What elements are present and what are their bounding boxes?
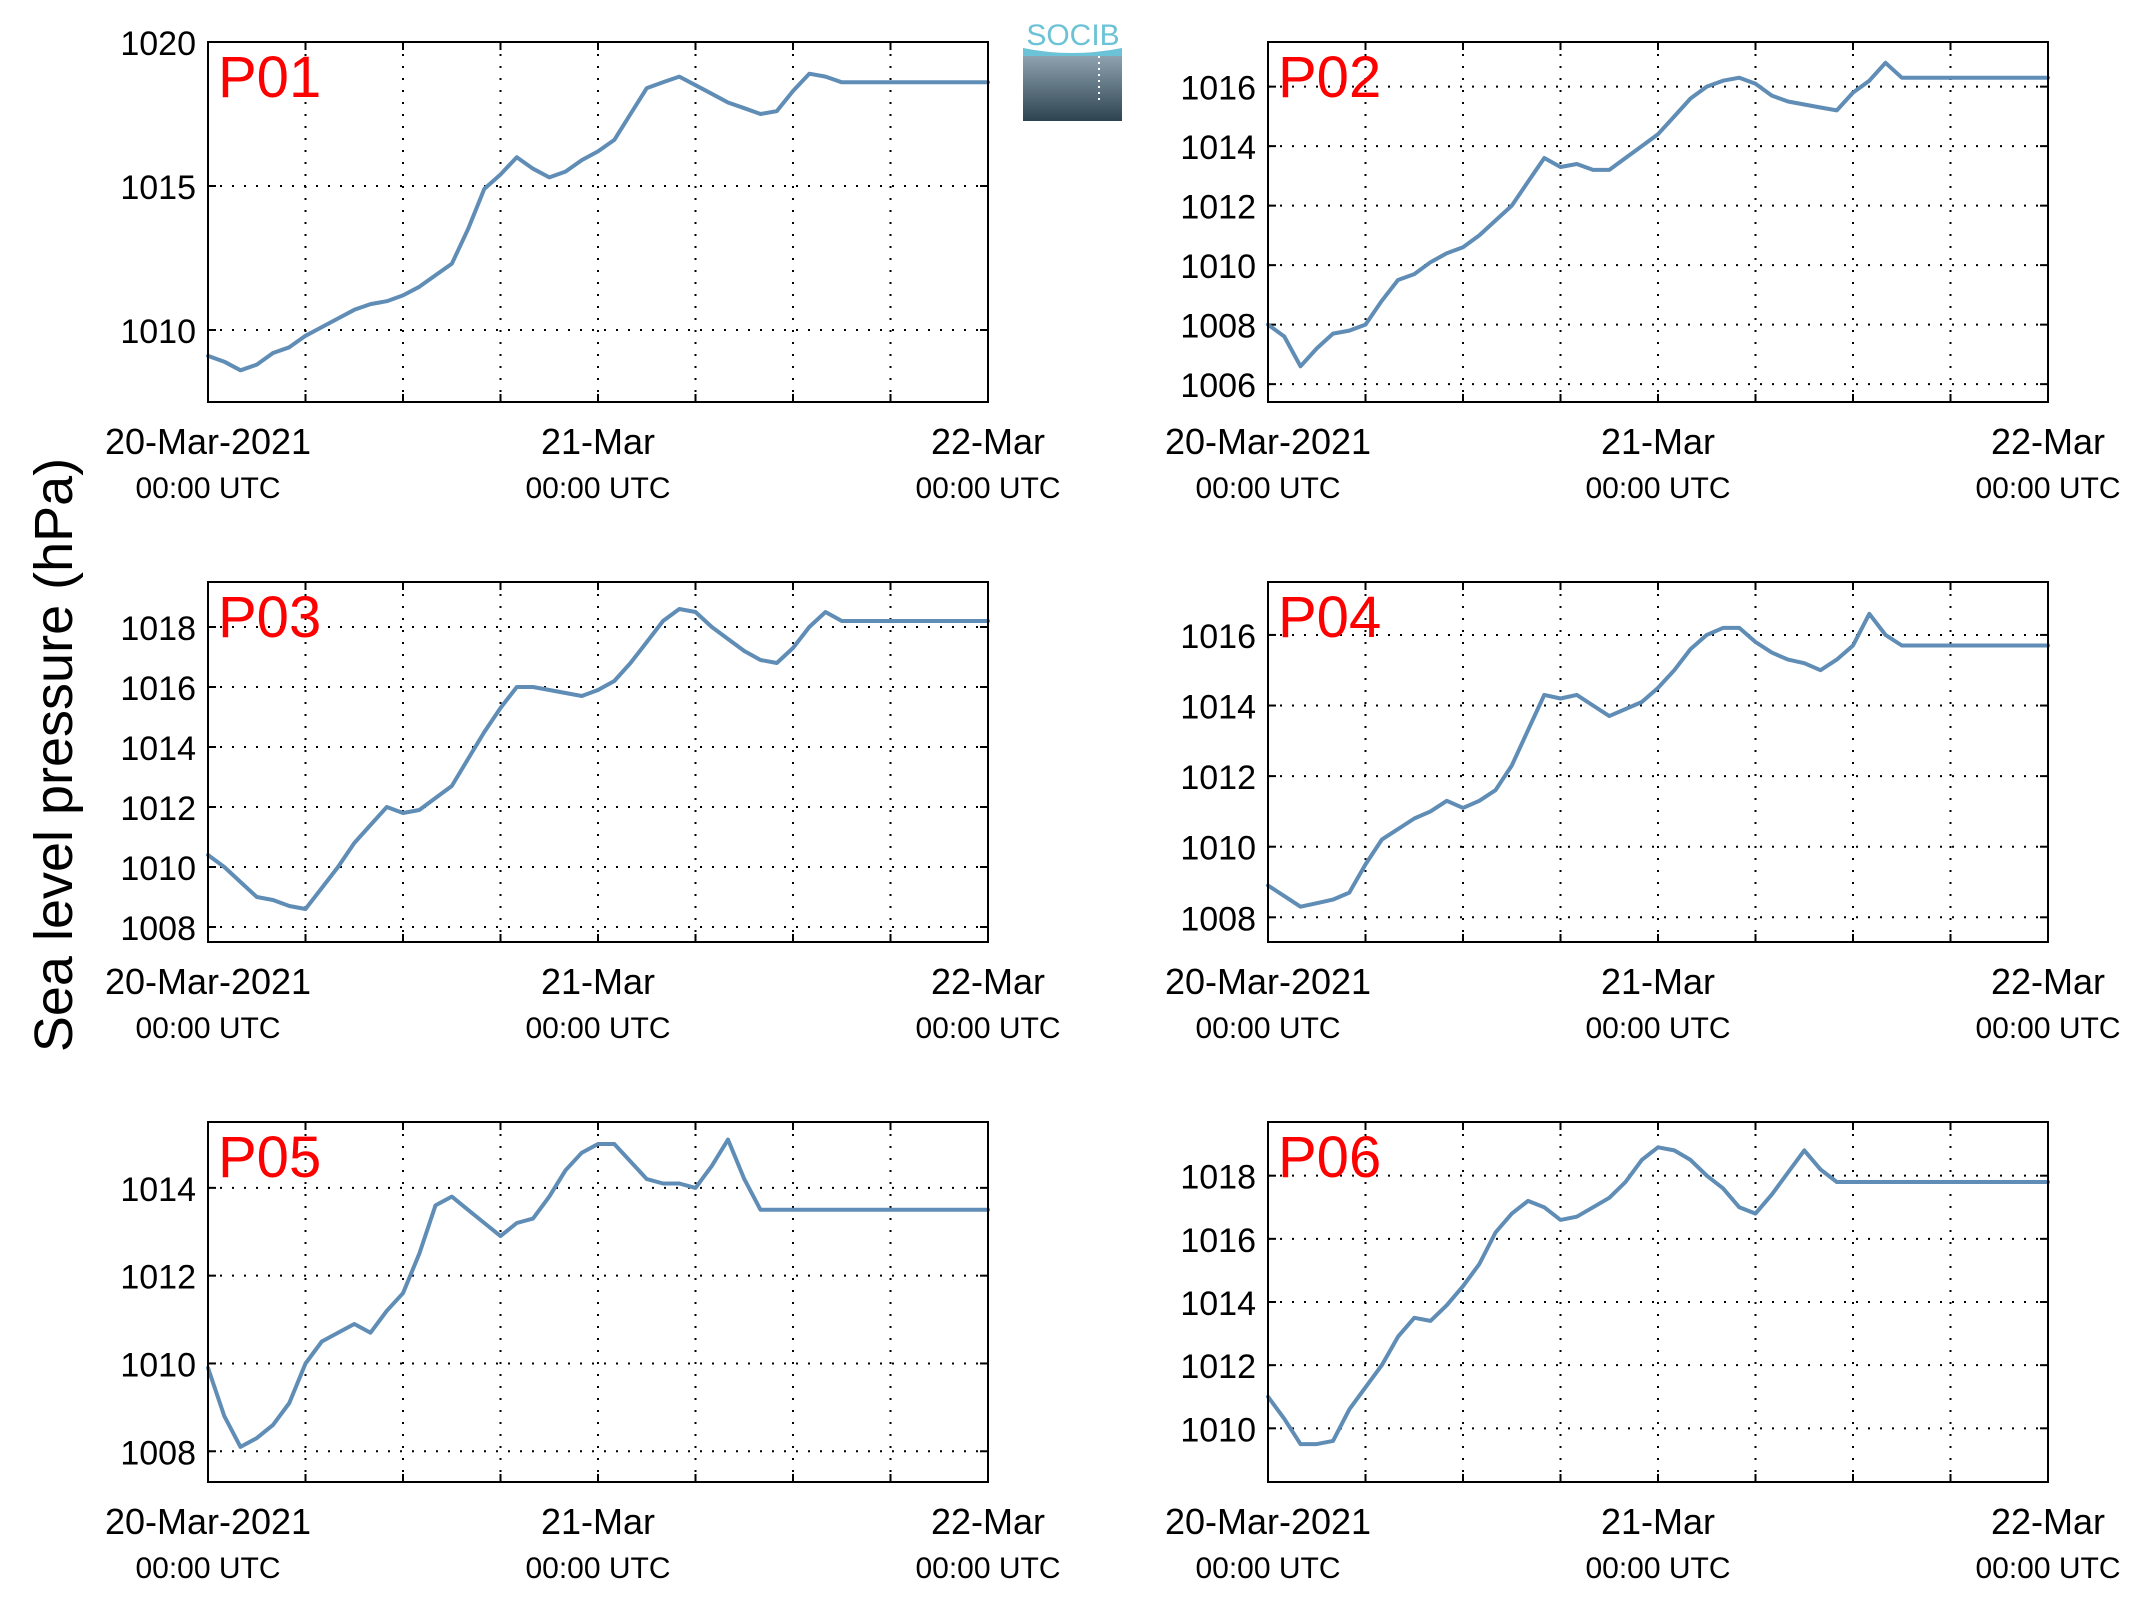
p02-y-tick-label: 1010 — [1180, 248, 1256, 286]
p06-panel-label: P06 — [1278, 1125, 1381, 1190]
p01-series-line — [206, 71, 990, 373]
p05-axes-box — [207, 1121, 989, 1483]
p03-y-tick-label: 1012 — [120, 790, 196, 828]
p01-x-tick-label: 22-Mar — [931, 421, 1045, 462]
p02-x-tick-sublabel: 00:00 UTC — [1195, 472, 1340, 505]
p01-axes-box — [207, 41, 989, 403]
p05-y-tick-label: 1010 — [120, 1346, 196, 1384]
p05-x-tick-sublabel: 00:00 UTC — [525, 1552, 670, 1585]
p06-x-tick-sublabel: 00:00 UTC — [1195, 1552, 1340, 1585]
p04-panel-label: P04 — [1278, 585, 1381, 650]
chart-panels: 1010 1015 1020 20-Mar-2021 00:00 UTC 21-Mar 00… — [105, 25, 2121, 1585]
p02-x-tick-label: 21-Mar — [1601, 421, 1715, 462]
p03-axes-box — [207, 581, 989, 943]
p01-x-tick-sublabel: 00:00 UTC — [135, 472, 280, 505]
p05-y-tick-label: 1014 — [120, 1171, 196, 1209]
p04-x-tick-label: 20-Mar-2021 — [1165, 961, 1371, 1002]
p04-axes-box — [1267, 581, 2049, 943]
panel-p06: 1010 1012 1014 1016 1018 20-Mar-2021 00:00 UTC… — [1165, 1121, 2121, 1585]
p05-y-tick-label: 1012 — [120, 1259, 196, 1297]
p02-x-tick-sublabel: 00:00 UTC — [1585, 472, 1730, 505]
p01-panel-label: P01 — [218, 45, 321, 110]
p04-x-tick-label: 22-Mar — [1991, 961, 2105, 1002]
p06-x-tick-sublabel: 00:00 UTC — [1585, 1552, 1730, 1585]
p06-series-line — [1266, 1145, 2050, 1447]
logo-block — [1023, 55, 1122, 121]
p01-y-tick-label: 1020 — [120, 25, 196, 63]
p03-x-tick-sublabel: 00:00 UTC — [525, 1012, 670, 1045]
p06-x-tick-label: 20-Mar-2021 — [1165, 1501, 1371, 1542]
p03-y-tick-label: 1014 — [120, 730, 196, 768]
p04-y-tick-label: 1012 — [1180, 759, 1256, 797]
p04-series-line — [1266, 611, 2050, 909]
p02-x-tick-label: 22-Mar — [1991, 421, 2105, 462]
p02-x-tick-label: 20-Mar-2021 — [1165, 421, 1371, 462]
panel-p02: 1006 1008 1010 1012 1014 1016 20-Mar-2021 00:00… — [1165, 41, 2121, 505]
p03-y-tick-label: 1016 — [120, 670, 196, 708]
p05-x-tick-label: 22-Mar — [931, 1501, 1045, 1542]
p03-y-tick-label: 1010 — [120, 850, 196, 888]
p04-y-tick-label: 1016 — [1180, 618, 1256, 656]
panel-p01: 1010 1015 1020 20-Mar-2021 00:00 UTC 21-Mar 00… — [105, 25, 1061, 505]
p03-x-tick-sublabel: 00:00 UTC — [915, 1012, 1060, 1045]
p03-x-tick-label: 22-Mar — [931, 961, 1045, 1002]
logo-text: SOCIB — [1026, 19, 1119, 52]
p06-y-tick-label: 1014 — [1180, 1285, 1256, 1323]
p06-y-tick-label: 1016 — [1180, 1222, 1256, 1260]
p03-panel-label: P03 — [218, 585, 321, 650]
p05-panel-label: P05 — [218, 1125, 321, 1190]
p02-axes-box — [1267, 41, 2049, 403]
p01-x-tick-label: 21-Mar — [541, 421, 655, 462]
p04-x-tick-sublabel: 00:00 UTC — [1975, 1012, 2120, 1045]
p02-series-line — [1266, 60, 2050, 369]
p01-x-tick-label: 20-Mar-2021 — [105, 421, 311, 462]
panel-p05: 1008 1010 1012 1014 20-Mar-2021 00:00 UTC 21-M… — [105, 1121, 1061, 1585]
p01-y-tick-label: 1015 — [120, 169, 196, 207]
p03-series-line — [206, 607, 990, 911]
p04-x-tick-label: 21-Mar — [1601, 961, 1715, 1002]
p02-y-tick-label: 1014 — [1180, 129, 1256, 167]
p01-x-tick-sublabel: 00:00 UTC — [525, 472, 670, 505]
panel-p04: 1008 1010 1012 1014 1016 20-Mar-2021 00:00 UTC… — [1165, 581, 2121, 1045]
p05-x-tick-sublabel: 00:00 UTC — [915, 1552, 1060, 1585]
p06-y-tick-label: 1012 — [1180, 1348, 1256, 1386]
logo-wave — [1023, 48, 1122, 56]
p04-y-tick-label: 1010 — [1180, 830, 1256, 868]
p06-y-tick-label: 1018 — [1180, 1159, 1256, 1197]
p02-y-tick-label: 1006 — [1180, 367, 1256, 405]
p04-x-tick-sublabel: 00:00 UTC — [1585, 1012, 1730, 1045]
p02-y-tick-label: 1016 — [1180, 70, 1256, 108]
p05-y-tick-label: 1008 — [120, 1434, 196, 1472]
p02-x-tick-sublabel: 00:00 UTC — [1975, 472, 2120, 505]
p05-x-tick-sublabel: 00:00 UTC — [135, 1552, 280, 1585]
p06-x-tick-label: 21-Mar — [1601, 1501, 1715, 1542]
p04-y-tick-label: 1008 — [1180, 900, 1256, 938]
p03-x-tick-label: 21-Mar — [541, 961, 655, 1002]
p04-y-tick-label: 1014 — [1180, 689, 1256, 727]
socib-logo: SOCIB — [1023, 19, 1122, 121]
y-axis-label: Sea level pressure (hPa) — [24, 458, 84, 1052]
p02-y-tick-label: 1012 — [1180, 189, 1256, 227]
p02-y-tick-label: 1008 — [1180, 308, 1256, 346]
p04-x-tick-sublabel: 00:00 UTC — [1195, 1012, 1340, 1045]
p01-x-tick-sublabel: 00:00 UTC — [915, 472, 1060, 505]
panel-p03: 1008 1010 1012 1014 1016 1018 20-Mar-2021 00:00… — [105, 581, 1061, 1045]
p05-x-tick-label: 21-Mar — [541, 1501, 655, 1542]
p05-series-line — [206, 1137, 990, 1449]
p02-panel-label: P02 — [1278, 45, 1381, 110]
p03-x-tick-label: 20-Mar-2021 — [105, 961, 311, 1002]
p01-y-tick-label: 1010 — [120, 313, 196, 351]
p06-x-tick-label: 22-Mar — [1991, 1501, 2105, 1542]
p06-y-tick-label: 1010 — [1180, 1411, 1256, 1449]
p03-y-tick-label: 1018 — [120, 610, 196, 648]
p03-x-tick-sublabel: 00:00 UTC — [135, 1012, 280, 1045]
p03-y-tick-label: 1008 — [120, 910, 196, 948]
p05-x-tick-label: 20-Mar-2021 — [105, 1501, 311, 1542]
p06-x-tick-sublabel: 00:00 UTC — [1975, 1552, 2120, 1585]
p06-axes-box — [1267, 1121, 2049, 1483]
